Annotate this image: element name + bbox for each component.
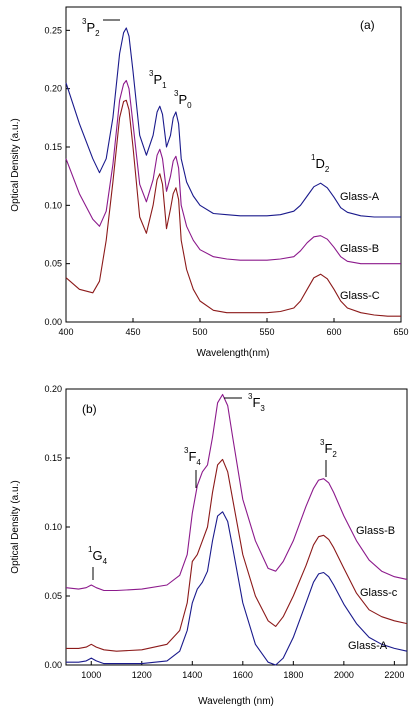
panel-b: 0.00 0.05 0.10 0.15 0.20 1000 1200 1400 1600 180…	[10, 384, 408, 707]
x-tick-label-b-2: 1400	[182, 670, 202, 680]
series-line-a-glass-c	[65, 99, 401, 317]
annotation-3F4-sub: 4	[196, 458, 201, 467]
panel-a: 0.00 0.05 0.10 0.15 0.20 0.25 400 450 500 550 600…	[10, 6, 409, 359]
series-label-glass-a2: Glass-A	[348, 640, 388, 652]
svg-text:3F4: 3F4	[184, 446, 201, 467]
series-label-glass-a: Glass-A	[340, 191, 380, 203]
annotation-3P2-sup: 3	[82, 17, 87, 26]
y-tick-label-a-0: 0.00	[44, 317, 62, 327]
x-tick-label-b-5: 2000	[334, 670, 354, 680]
annotation-1G4-main: G	[92, 548, 102, 563]
y-tick-label-a-5: 0.25	[44, 25, 62, 35]
annotation-3P1-main: P	[153, 72, 162, 87]
annotation-3P0: 3P0	[174, 89, 192, 110]
annotation-3F2: 3F2	[320, 438, 337, 477]
y-axis-a: 0.00 0.05 0.10 0.15 0.20 0.25	[44, 25, 70, 327]
x-tick-label-b-6: 2200	[384, 670, 404, 680]
annotation-1D2-sub: 2	[325, 165, 330, 174]
panel-label-b: (b)	[82, 402, 97, 416]
panel-label-a: (a)	[360, 18, 375, 32]
annotation-3P0-sub: 0	[187, 101, 192, 110]
x-axis-title-a: Wavelength(nm)	[197, 348, 270, 359]
x-axis-title-b: Wavelength (nm)	[198, 696, 274, 707]
y-tick-label-a-1: 0.05	[44, 259, 62, 269]
y-tick-label-b-0: 0.00	[44, 660, 62, 670]
x-tick-label-a-4: 600	[326, 327, 341, 337]
x-tick-label-a-3: 550	[259, 327, 274, 337]
x-tick-label-a-2: 500	[192, 327, 207, 337]
annotation-3P2-main: P	[86, 20, 95, 35]
y-tick-label-a-2: 0.10	[44, 200, 62, 210]
annotation-3F4: 3F4	[184, 446, 201, 488]
x-tick-label-b-1: 1200	[132, 670, 152, 680]
svg-text:1G4: 1G4	[88, 545, 108, 566]
annotation-3F3-sup: 3	[248, 392, 253, 401]
series-line-a-glass-b	[65, 79, 401, 265]
series-group-a	[65, 27, 401, 317]
annotation-3P1-sup: 3	[149, 69, 154, 78]
annotation-3P2-sub: 2	[95, 29, 100, 38]
annotation-3P0-sup: 3	[174, 89, 179, 98]
annotation-3F3-main: F	[252, 395, 260, 410]
y-axis-title-b: Optical Density (a.u.)	[10, 480, 21, 573]
series-line-b-glass-b	[65, 393, 408, 592]
annotation-1D2-main: D	[315, 156, 324, 171]
series-line-a-glass-a	[65, 27, 401, 218]
annotation-1G4: 1G4	[88, 545, 108, 580]
x-tick-label-a-1: 450	[125, 327, 140, 337]
plot-frame-a	[65, 6, 402, 323]
series-label-glass-b2: Glass-B	[356, 525, 395, 537]
annotation-1G4-sub: 4	[103, 557, 108, 566]
annotation-3F2-sub: 2	[332, 450, 337, 459]
x-tick-label-a-5: 650	[393, 327, 408, 337]
x-tick-label-a-0: 400	[58, 327, 73, 337]
series-line-b-glass-a	[66, 511, 408, 666]
x-axis-b: 1000 1200 1400 1600 1800 2000 2200	[81, 661, 404, 680]
annotation-1D2-sup: 1	[311, 153, 316, 162]
annotation-3F3: 3F3	[224, 392, 265, 413]
series-line-b-glass-c	[66, 458, 408, 652]
x-axis-a: 400 450 500 550 600 650	[58, 318, 409, 337]
series-label-glass-c2: Glass-c	[360, 587, 398, 599]
annotation-3P1-sub: 1	[162, 81, 167, 90]
annotation-3F4-main: F	[188, 449, 196, 464]
annotation-3F3-sub: 3	[260, 404, 265, 413]
annotation-1D2: 1D2	[311, 153, 330, 174]
y-tick-label-b-1: 0.05	[44, 591, 62, 601]
annotation-3P1: 3P1	[149, 69, 167, 90]
annotation-3P2: 3P2	[82, 17, 120, 38]
svg-text:3F3: 3F3	[248, 392, 265, 413]
y-tick-label-a-3: 0.15	[44, 142, 62, 152]
annotation-3F2-main: F	[324, 441, 332, 456]
y-tick-label-b-3: 0.15	[44, 453, 62, 463]
series-label-glass-c: Glass-C	[340, 290, 380, 302]
y-axis-title-a: Optical Density (a.u.)	[10, 118, 21, 211]
annotation-3F4-sup: 3	[184, 446, 189, 455]
x-tick-label-b-0: 1000	[81, 670, 101, 680]
annotation-3P0-main: P	[178, 92, 187, 107]
svg-text:3F2: 3F2	[320, 438, 337, 459]
svg-text:3P2: 3P2	[82, 17, 100, 38]
series-label-glass-b: Glass-B	[340, 243, 379, 255]
y-tick-label-b-2: 0.10	[44, 522, 62, 532]
y-tick-label-b-4: 0.20	[44, 384, 62, 394]
y-axis-b: 0.00 0.05 0.10 0.15 0.20	[44, 384, 70, 670]
x-tick-label-b-3: 1600	[233, 670, 253, 680]
series-group-b	[65, 393, 408, 666]
x-tick-label-b-4: 1800	[283, 670, 303, 680]
y-tick-label-a-4: 0.20	[44, 84, 62, 94]
annotation-3F2-sup: 3	[320, 438, 325, 447]
annotation-1G4-sup: 1	[88, 545, 93, 554]
